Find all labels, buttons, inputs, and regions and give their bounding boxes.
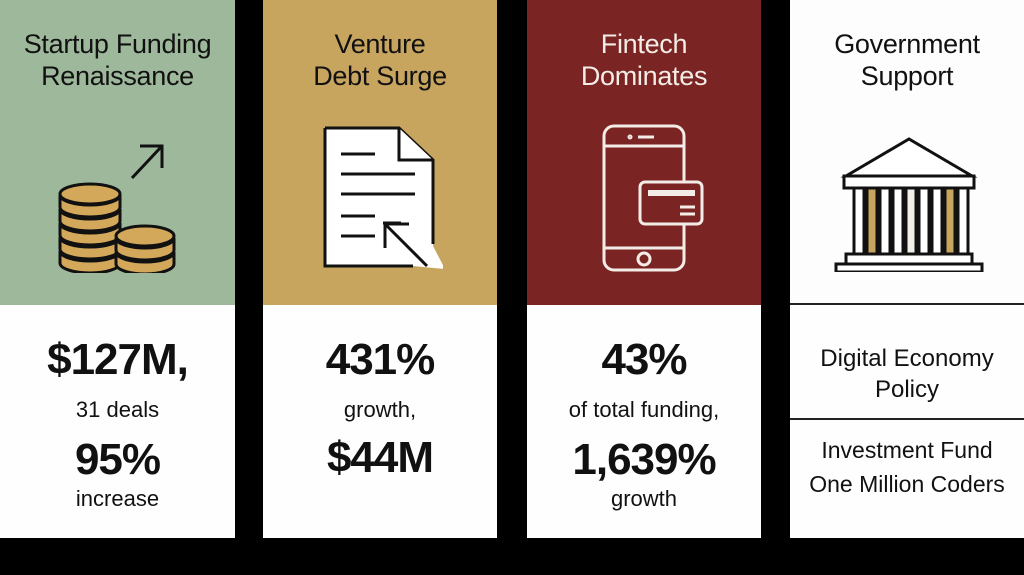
fund-line: One Million Coders	[809, 471, 1005, 497]
policy-line: Digital Economy	[820, 345, 994, 372]
panel-title: Fintech Dominates	[527, 28, 761, 92]
title-line: Fintech	[600, 29, 688, 59]
title-line: Support	[860, 61, 954, 91]
title-line: Government	[834, 29, 980, 59]
panel-title: Startup Funding Renaissance	[0, 28, 235, 92]
stat-amount: $127M,	[47, 335, 189, 384]
stat-label: growth	[610, 486, 678, 511]
stat-label: growth,	[343, 397, 417, 422]
panel-header: Startup Funding Renaissance	[0, 0, 235, 305]
title-line: Dominates	[580, 61, 708, 91]
panel-government-support: Government Support Digital Econ	[790, 0, 1024, 538]
stat-growth: 1,639%	[572, 435, 716, 484]
policy-line: Policy	[874, 376, 940, 403]
stat-amount: $44M	[326, 433, 434, 482]
policy-item: Digital Economy Policy	[790, 343, 1024, 405]
panel-stats: $127M, 31 deals 95% increase	[0, 305, 235, 538]
panel-stats: 431% growth, $44M	[263, 305, 497, 538]
stat-percent: 95%	[74, 435, 161, 484]
stat-label: 31 deals	[75, 397, 160, 422]
panel-fintech: Fintech Dominates 43% of total funding, …	[527, 0, 761, 538]
panel-items: Digital Economy Policy Investment Fund O…	[790, 305, 1024, 538]
panel-title: Venture Debt Surge	[263, 28, 497, 92]
panel-header: Government Support	[790, 0, 1024, 305]
title-line: Renaissance	[41, 61, 194, 91]
phone-card-icon	[602, 124, 704, 272]
title-line: Venture	[334, 29, 426, 59]
fund-line: Investment Fund	[821, 437, 993, 463]
divider	[790, 418, 1024, 420]
stat-percent: 43%	[601, 335, 687, 384]
stat-label: increase	[75, 486, 160, 511]
panel-header: Fintech Dominates	[527, 0, 761, 305]
government-building-icon	[834, 137, 984, 272]
panel-header: Venture Debt Surge	[263, 0, 497, 305]
coins-growth-icon	[58, 144, 176, 273]
stat-label: of total funding,	[568, 397, 720, 422]
panel-startup-funding: Startup Funding Renaissance $127M, 31	[0, 0, 235, 538]
panel-stats: 43% of total funding, 1,639% growth	[527, 305, 761, 538]
stat-percent: 431%	[325, 335, 436, 384]
panel-venture-debt: Venture Debt Surge 431% growth, $44M	[263, 0, 497, 538]
title-line: Startup Funding	[23, 29, 212, 59]
document-arrow-icon	[323, 126, 443, 269]
title-line: Debt Surge	[313, 61, 447, 91]
panel-title: Government Support	[790, 28, 1024, 92]
fund-item: Investment Fund One Million Coders	[790, 433, 1024, 501]
